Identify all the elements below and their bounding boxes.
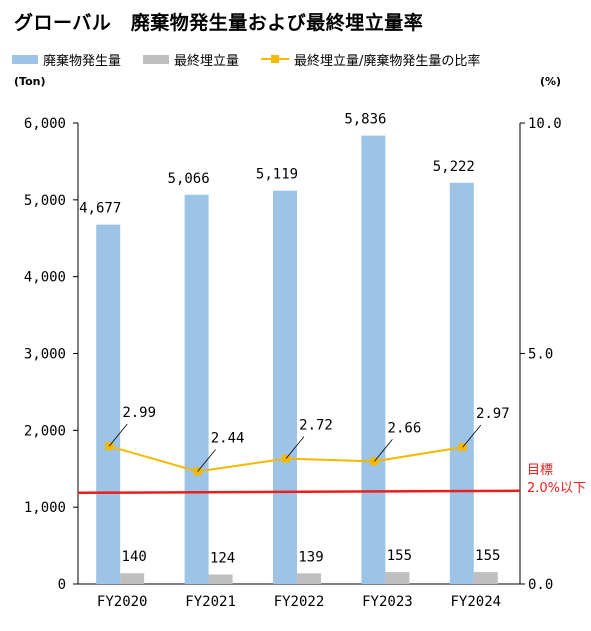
data-label-landfill: 139 [298, 549, 323, 565]
legend-swatch-ratio [261, 53, 290, 65]
data-label-landfill: 140 [122, 549, 147, 565]
left-axis-tick-label: 2,000 [24, 423, 66, 439]
x-axis-tick-label: FY2021 [185, 594, 236, 610]
ratio-label-leader [285, 436, 305, 459]
target-label-value: 2.0%以下 [527, 481, 587, 496]
data-label-generated: 5,066 [168, 171, 210, 187]
bar-landfill [473, 572, 498, 584]
data-label-landfill: 155 [475, 548, 500, 564]
bar-landfill [120, 573, 145, 584]
data-label-generated: 4,677 [79, 201, 121, 217]
bar-landfill [208, 574, 233, 584]
bar-generated [184, 194, 209, 584]
data-label-ratio: 2.97 [476, 406, 510, 422]
legend-label-generated: 廃棄物発生量 [43, 53, 122, 69]
x-axis-tick-label: FY2023 [362, 594, 413, 610]
data-label-landfill: 124 [210, 550, 235, 566]
ratio-label-leader [374, 439, 393, 462]
ratio-label-leader [108, 423, 128, 447]
x-axis-tick-label: FY2020 [97, 594, 148, 610]
bar-generated [273, 190, 297, 584]
legend-item-landfill: 最終埋立量 [143, 50, 239, 69]
left-axis-unit: (Ton) [14, 75, 46, 88]
ratio-label-leader [197, 449, 216, 472]
chart-title: グローバル 廃棄物発生量および最終埋立量率 [14, 12, 424, 34]
data-label-generated: 5,119 [256, 167, 298, 183]
target-label-title: 目標 [527, 463, 554, 478]
right-axis-unit: (%) [540, 75, 562, 88]
left-axis-tick-label: 1,000 [24, 500, 66, 516]
left-axis-tick-label: 5,000 [24, 193, 66, 209]
legend-swatch-landfill [143, 54, 170, 64]
x-axis-tick-label: FY2024 [451, 594, 502, 610]
legend-label-ratio: 最終埋立量/廃棄物発生量の比率 [294, 53, 481, 69]
bar-generated [361, 135, 386, 585]
data-label-ratio: 2.44 [211, 431, 245, 447]
legend-swatch-generated [12, 54, 38, 64]
left-axis-tick-label: 4,000 [24, 270, 66, 286]
data-label-landfill: 155 [387, 548, 412, 564]
ratio-label-leader [462, 424, 482, 448]
right-axis-tick-label: 0.0 [528, 577, 553, 593]
data-label-ratio: 2.99 [122, 405, 156, 421]
legend-item-ratio: 最終埋立量/廃棄物発生量の比率 [261, 50, 480, 69]
legend-label-landfill: 最終埋立量 [174, 53, 240, 69]
bar-landfill [297, 573, 321, 584]
legend-item-generated: 廃棄物発生量 [12, 50, 121, 69]
legend: 廃棄物発生量 最終埋立量 最終埋立量/廃棄物発生量の比率 [12, 50, 502, 69]
left-axis-tick-label: 3,000 [24, 347, 66, 363]
x-axis-tick-label: FY2022 [274, 594, 325, 610]
right-axis-tick-label: 10.0 [528, 116, 562, 132]
target-line [77, 489, 521, 495]
data-label-ratio: 2.66 [388, 420, 422, 436]
bar-generated [96, 224, 121, 584]
bar-generated [449, 182, 474, 584]
bar-landfill [385, 572, 410, 584]
left-axis-tick-label: 6,000 [24, 116, 66, 132]
data-label-generated: 5,222 [433, 159, 475, 175]
data-label-generated: 5,836 [344, 112, 386, 128]
data-label-ratio: 2.72 [299, 418, 333, 434]
right-axis-tick-label: 5.0 [528, 347, 553, 363]
left-axis-tick-label: 0 [58, 577, 66, 593]
